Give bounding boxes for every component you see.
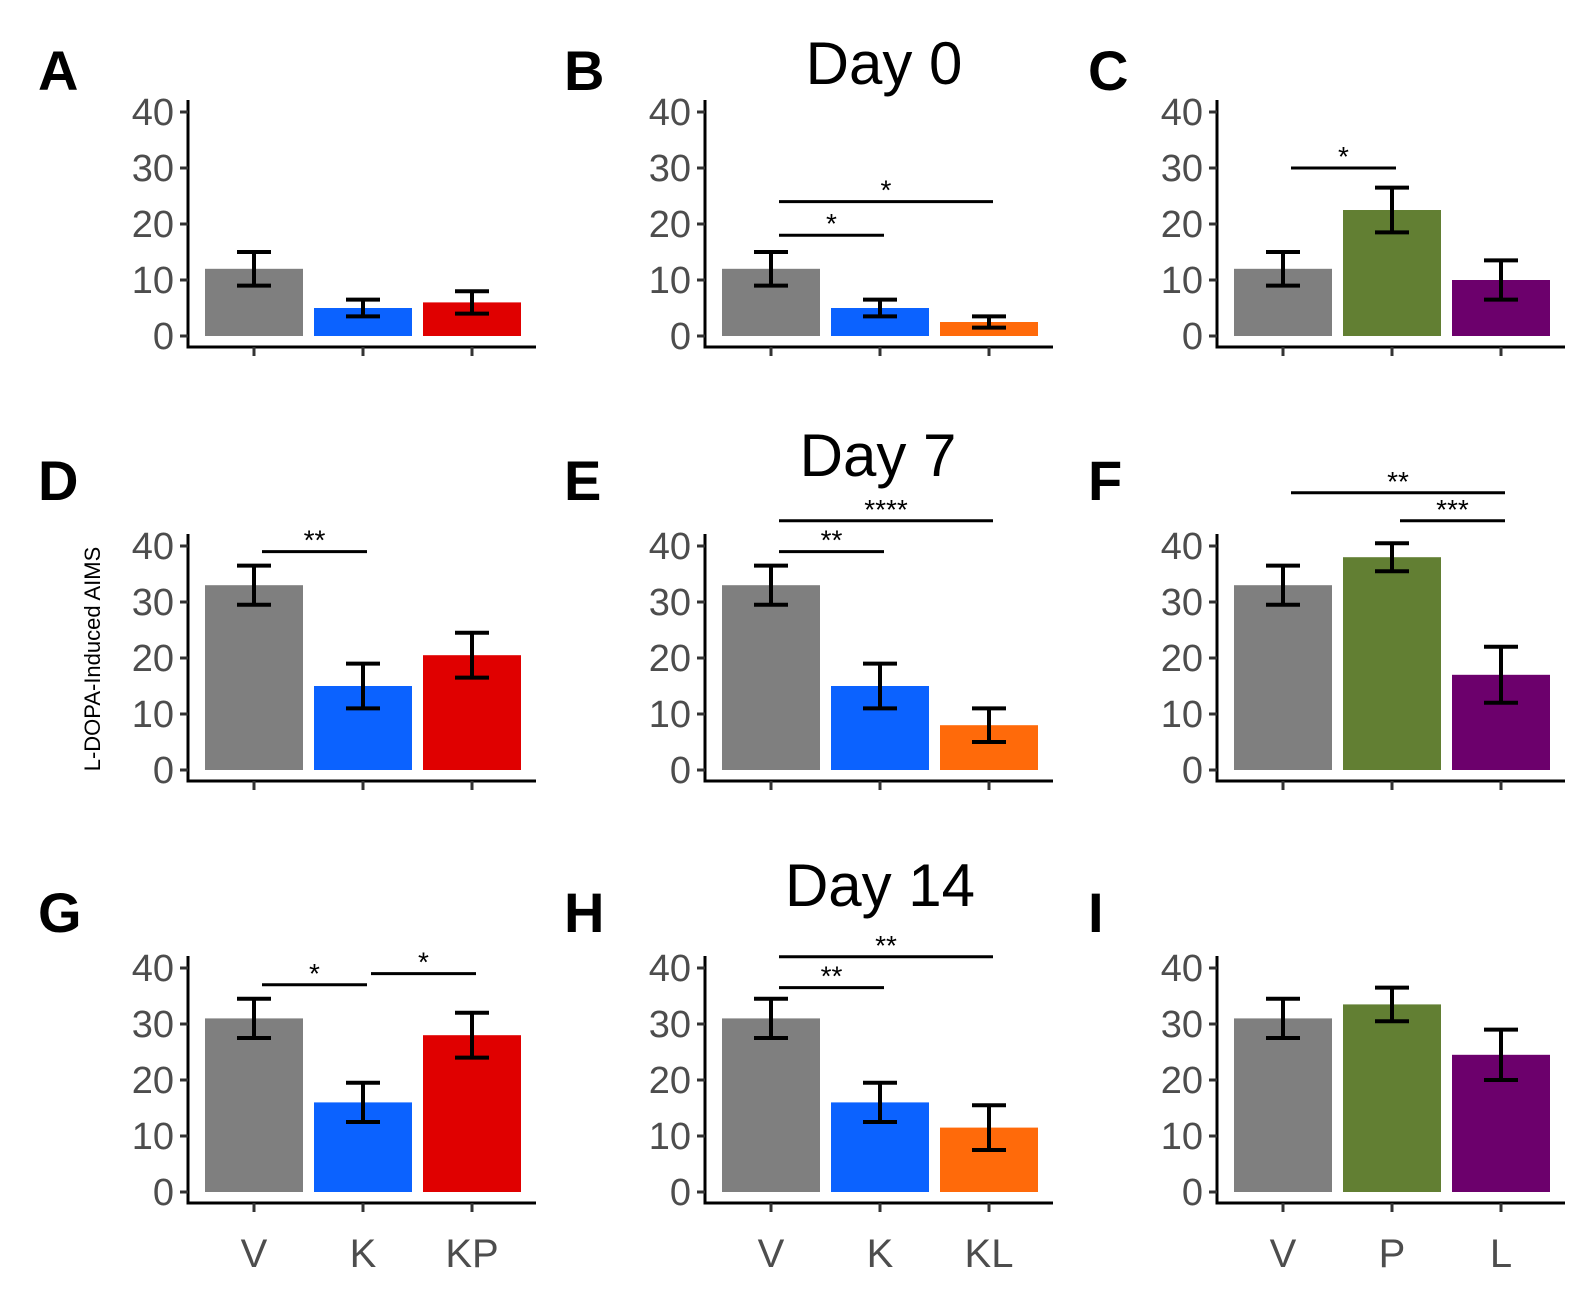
y-tick-label-H-0: 0 [670,1172,691,1214]
panel-letter-H: H [564,881,604,944]
bar-I-V [1234,1018,1332,1192]
y-tick-label-E-0: 0 [670,750,691,792]
category-label-G-V: V [241,1232,268,1276]
y-tick-label-G-0: 0 [153,1172,174,1214]
category-label-I-V: V [1270,1232,1297,1276]
y-tick-label-D-10: 10 [132,694,174,736]
bar-H-V [722,1018,820,1192]
y-tick-label-F-0: 0 [1182,750,1203,792]
sig-label-C-0: * [1338,141,1349,172]
y-tick-label-I-0: 0 [1182,1172,1203,1214]
y-tick-label-G-40: 40 [132,948,174,990]
category-label-H-V: V [758,1232,785,1276]
bar-I-P [1343,1004,1441,1192]
y-tick-label-B-20: 20 [649,204,691,246]
bar-D-V [205,585,303,770]
sig-label-G-1: * [418,947,429,978]
sig-label-B-0: * [826,208,837,239]
y-tick-label-C-10: 10 [1161,260,1203,302]
category-label-G-KP: KP [445,1232,498,1276]
panel-A: A 0 10 20 30 40 [38,39,536,358]
y-tick-label-A-40: 40 [132,92,174,134]
y-tick-label-F-40: 40 [1161,526,1203,568]
category-label-I-P: P [1379,1232,1406,1276]
y-tick-label-C-40: 40 [1161,92,1203,134]
category-label-G-K: K [350,1232,377,1276]
y-tick-label-A-0: 0 [153,316,174,358]
y-tick-label-A-30: 30 [132,148,174,190]
category-label-H-K: K [867,1232,894,1276]
panel-C: C 0 10 20 30 40 * [1088,39,1565,358]
row-title-1: Day 7 [800,422,957,489]
panel-letter-G: G [38,881,82,944]
y-tick-label-D-0: 0 [153,750,174,792]
y-tick-label-G-30: 30 [132,1004,174,1046]
bar-G-V [205,1018,303,1192]
panel-letter-C: C [1088,39,1128,102]
y-tick-label-B-40: 40 [649,92,691,134]
y-tick-label-I-20: 20 [1161,1060,1203,1102]
y-tick-label-I-40: 40 [1161,948,1203,990]
panel-D: D 0 10 20 30 40 ** [38,449,536,792]
sig-label-H-1: ** [875,930,897,961]
y-tick-label-I-10: 10 [1161,1116,1203,1158]
panel-letter-E: E [564,449,601,512]
sig-label-E-0: ** [821,525,843,556]
panel-H: H 0 10 20 30 40 V K KL ** ** [564,881,1053,1276]
y-axis-label: L-DOPA-Induced AIMS [80,547,105,772]
y-tick-label-H-40: 40 [649,948,691,990]
y-tick-label-A-20: 20 [132,204,174,246]
y-tick-label-F-20: 20 [1161,638,1203,680]
sig-label-H-0: ** [821,961,843,992]
sig-label-F-0: *** [1436,494,1469,525]
panel-I: I 0 10 20 30 40 V P L [1088,881,1565,1276]
y-tick-label-E-20: 20 [649,638,691,680]
panel-B: B 0 10 20 30 40 * * [564,39,1053,358]
category-label-H-KL: KL [965,1232,1014,1276]
y-tick-label-H-10: 10 [649,1116,691,1158]
bar-E-V [722,585,820,770]
y-tick-label-E-30: 30 [649,582,691,624]
row-title-2: Day 14 [785,852,975,919]
panel-letter-F: F [1088,449,1122,512]
y-tick-label-E-10: 10 [649,694,691,736]
y-tick-label-H-20: 20 [649,1060,691,1102]
y-tick-label-F-30: 30 [1161,582,1203,624]
sig-label-G-0: * [309,958,320,989]
sig-label-B-1: * [881,175,892,206]
y-tick-label-H-30: 30 [649,1004,691,1046]
panel-letter-D: D [38,449,78,512]
panel-letter-B: B [564,39,604,102]
sig-label-F-1: ** [1387,466,1409,497]
panel-letter-I: I [1088,881,1104,944]
y-tick-label-F-10: 10 [1161,694,1203,736]
y-tick-label-D-40: 40 [132,526,174,568]
sig-label-E-1: **** [864,494,908,525]
panel-letter-A: A [38,39,78,102]
y-tick-label-I-30: 30 [1161,1004,1203,1046]
bar-G-KP [423,1035,521,1192]
y-tick-label-G-10: 10 [132,1116,174,1158]
sig-label-D-0: ** [304,525,326,556]
y-tick-label-D-20: 20 [132,638,174,680]
y-tick-label-B-10: 10 [649,260,691,302]
y-tick-label-C-20: 20 [1161,204,1203,246]
y-tick-label-A-10: 10 [132,260,174,302]
panel-G: G 0 10 20 30 40 V K KP * * [38,881,536,1276]
y-tick-label-C-30: 30 [1161,148,1203,190]
bar-F-V [1234,585,1332,770]
bar-F-P [1343,557,1441,770]
row-title-0: Day 0 [806,30,963,97]
category-label-I-L: L [1490,1232,1512,1276]
y-tick-label-G-20: 20 [132,1060,174,1102]
y-tick-label-E-40: 40 [649,526,691,568]
y-tick-label-B-0: 0 [670,316,691,358]
y-tick-label-C-0: 0 [1182,316,1203,358]
y-tick-label-B-30: 30 [649,148,691,190]
y-tick-label-D-30: 30 [132,582,174,624]
